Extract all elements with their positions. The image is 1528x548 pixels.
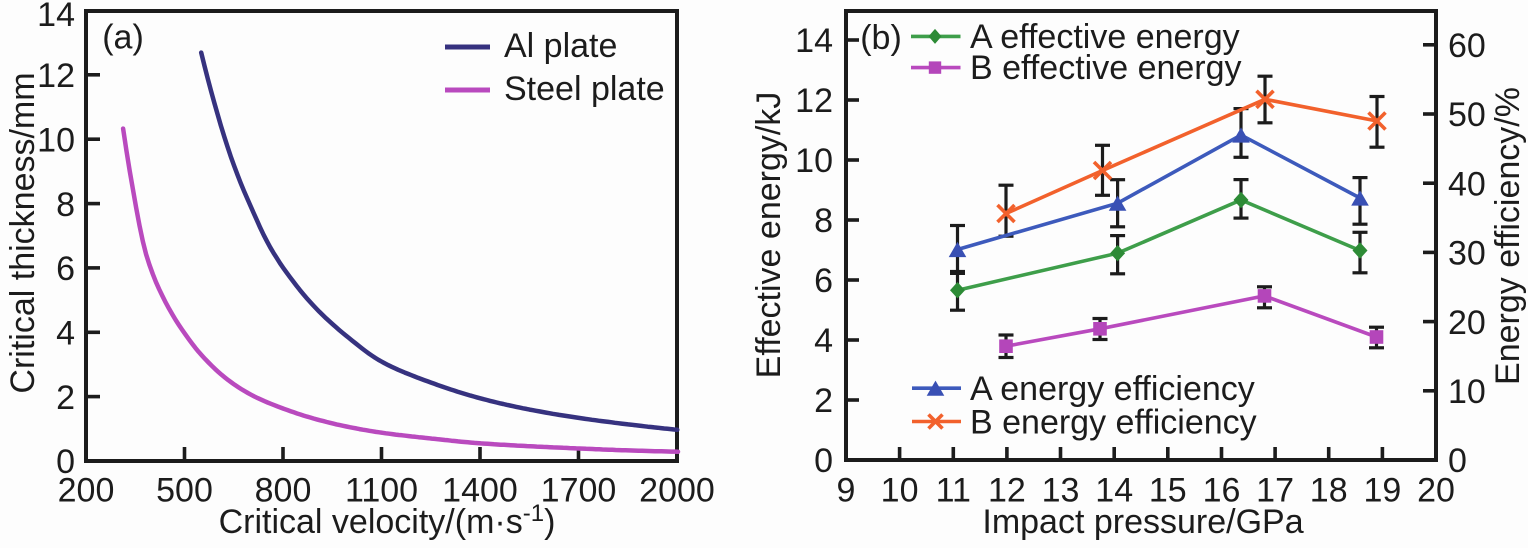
svg-text:Critical thickness/mm: Critical thickness/mm — [4, 72, 42, 393]
svg-text:1100: 1100 — [345, 472, 418, 510]
svg-text:Effective energy/kJ: Effective energy/kJ — [750, 92, 788, 379]
svg-text:19: 19 — [1363, 472, 1401, 510]
svg-text:Al plate: Al plate — [504, 27, 617, 65]
svg-text:(a): (a) — [102, 19, 144, 57]
svg-text:Critical velocity/(m·s-1): Critical velocity/(m·s-1) — [219, 500, 556, 541]
svg-text:10: 10 — [881, 472, 919, 510]
svg-text:0: 0 — [814, 442, 833, 480]
svg-text:12: 12 — [795, 82, 833, 120]
svg-text:2: 2 — [814, 382, 833, 420]
svg-text:11: 11 — [936, 472, 971, 510]
svg-text:40: 40 — [1448, 165, 1486, 203]
svg-text:10: 10 — [795, 142, 833, 180]
svg-text:20: 20 — [1448, 304, 1486, 342]
svg-text:1700: 1700 — [541, 472, 617, 510]
svg-text:Steel plate: Steel plate — [504, 70, 665, 108]
svg-text:20: 20 — [1417, 472, 1455, 510]
svg-text:60: 60 — [1448, 27, 1486, 65]
svg-text:10: 10 — [37, 121, 75, 159]
svg-text:0: 0 — [56, 443, 75, 481]
svg-text:1400: 1400 — [442, 472, 518, 510]
svg-text:4: 4 — [56, 315, 75, 353]
svg-text:50: 50 — [1448, 96, 1486, 134]
svg-text:800: 800 — [255, 472, 312, 510]
svg-text:13: 13 — [1042, 472, 1080, 510]
svg-text:12: 12 — [37, 57, 75, 95]
svg-text:6: 6 — [814, 262, 833, 300]
svg-text:Energy efficiency/%: Energy efficiency/% — [1489, 87, 1527, 385]
svg-text:500: 500 — [156, 472, 213, 510]
svg-text:Impact pressure/GPa: Impact pressure/GPa — [982, 503, 1303, 541]
svg-text:17: 17 — [1256, 472, 1294, 510]
svg-text:14: 14 — [1095, 472, 1133, 510]
svg-text:6: 6 — [56, 250, 75, 288]
svg-text:B energy efficiency: B energy efficiency — [970, 404, 1257, 442]
svg-text:8: 8 — [814, 202, 833, 240]
svg-text:4: 4 — [814, 322, 833, 360]
svg-text:A effective energy: A effective energy — [970, 18, 1240, 56]
svg-text:(b): (b) — [860, 19, 902, 57]
svg-text:16: 16 — [1203, 472, 1241, 510]
svg-text:2000: 2000 — [639, 472, 715, 510]
svg-text:30: 30 — [1448, 235, 1486, 273]
svg-text:14: 14 — [795, 22, 833, 60]
svg-text:2: 2 — [56, 379, 75, 417]
svg-text:14: 14 — [37, 0, 75, 34]
svg-text:A energy efficiency: A energy efficiency — [970, 370, 1255, 408]
svg-text:B effective energy: B effective energy — [970, 49, 1242, 87]
svg-text:15: 15 — [1149, 472, 1187, 510]
svg-text:0: 0 — [1448, 442, 1467, 480]
svg-text:200: 200 — [58, 472, 115, 510]
svg-text:10: 10 — [1448, 373, 1486, 411]
svg-text:18: 18 — [1310, 472, 1348, 510]
svg-text:8: 8 — [56, 186, 75, 224]
svg-text:9: 9 — [837, 472, 856, 510]
svg-text:12: 12 — [988, 472, 1026, 510]
